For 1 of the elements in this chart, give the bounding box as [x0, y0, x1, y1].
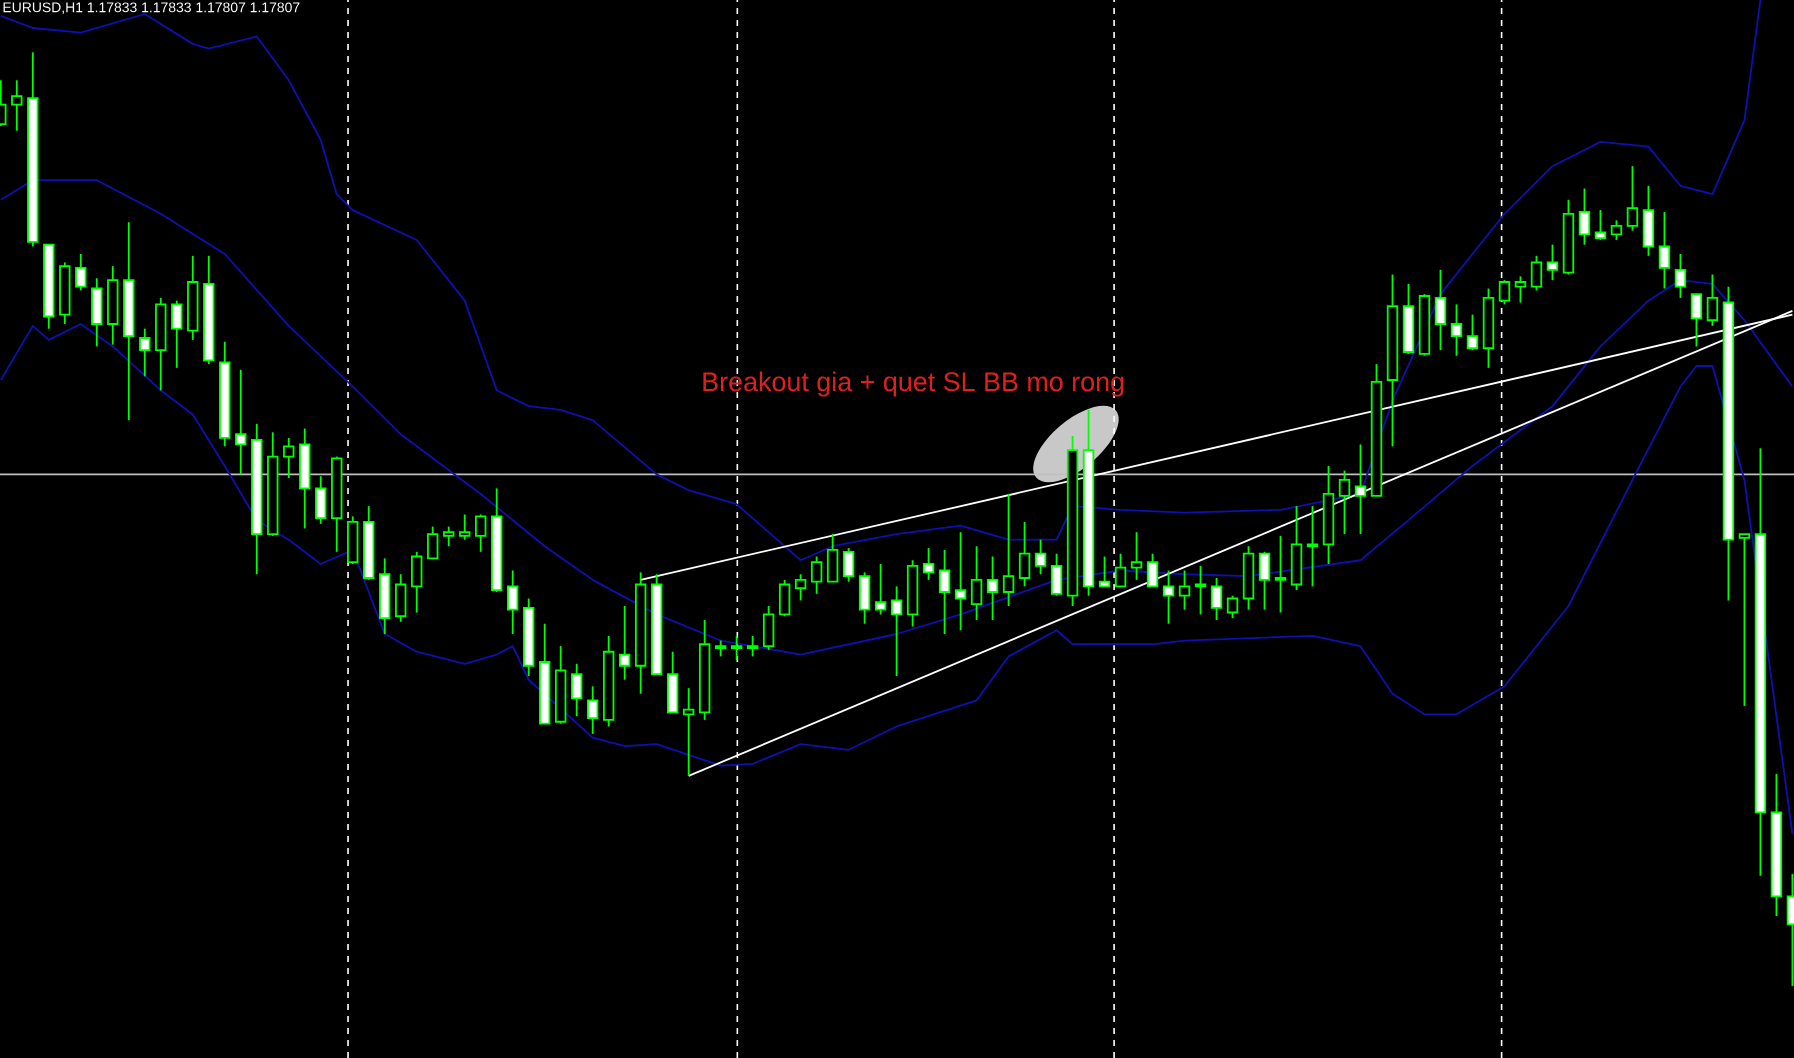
annotation: Breakout gia + quet SL BB mo rong	[703, 371, 1124, 397]
